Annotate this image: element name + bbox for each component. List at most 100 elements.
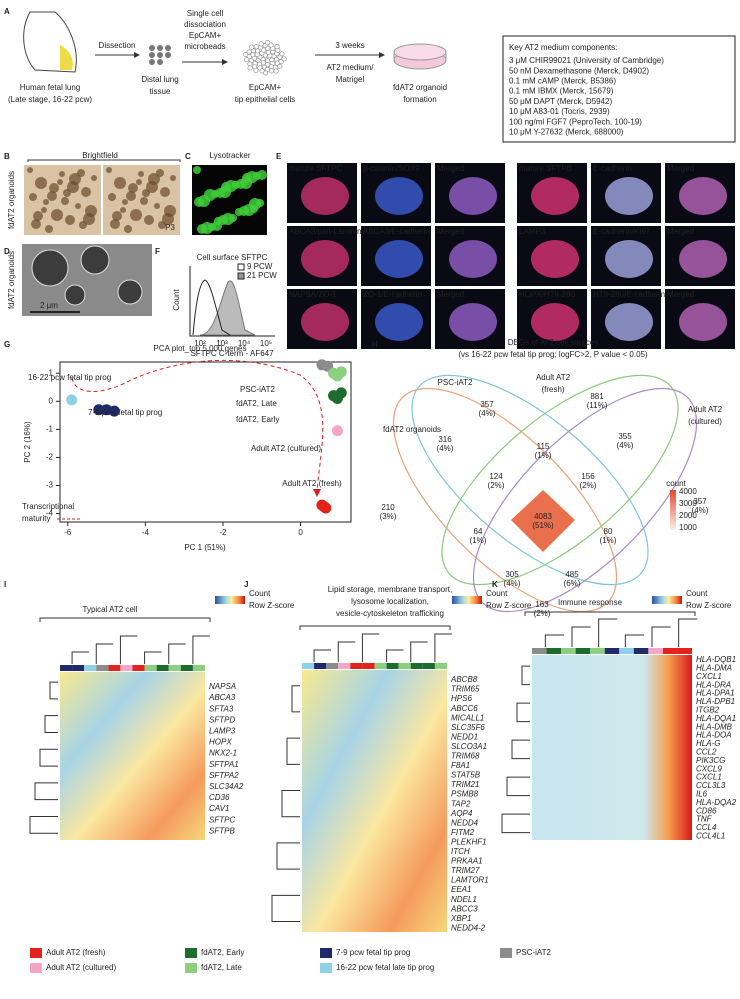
organoid [83,213,95,225]
organoid [29,193,37,201]
organoid [81,187,91,197]
panel-label: G [4,340,10,349]
label: (4%) [479,409,496,418]
lysotracker-blob [240,177,252,189]
sample-group [362,663,375,669]
label: (1%) [600,536,617,545]
dendrogram [119,635,138,664]
label: 10² [194,339,206,348]
label: Merged [667,227,694,236]
bracket [524,611,696,616]
label: SLC35F6 [451,723,485,732]
legend-label: 16-22 pcw fetal late tip prog [336,963,434,972]
label: HLA-DRA [696,680,731,689]
label: 156 [581,472,595,481]
organoid-stain [605,240,653,278]
arrow-head [222,59,228,65]
label: PSMB8 [451,790,479,799]
sample-group [108,665,121,671]
label: SFTPB [209,826,235,835]
label: Row Z-score [249,601,295,610]
label: 2 μm [40,301,58,310]
label: -4 [46,509,54,518]
sample-group [338,663,351,669]
label: ABCA3/pan-Laminin [289,227,361,236]
organoid [108,193,116,201]
label: Distal lung [141,75,178,84]
organoid-stain [531,303,579,341]
organoid-stain [449,303,497,341]
legend-label: 7-9 pcw fetal tip prog [336,948,410,957]
label: Count [172,289,181,311]
label: HTII-280/E-cadherin [593,290,665,299]
label: NDEL1 [451,895,477,904]
label: 3 μM CHIR99021 (University of Cambridge) [509,56,664,65]
label: 10 μM A83-01 (Tocris, 2939) [509,107,610,116]
colorbar [670,490,676,530]
organoid-stain [531,240,579,278]
organoid-stain [679,177,727,215]
organoid-stain [301,240,349,278]
label: CD36 [209,793,230,802]
label: (vs 16-22 pcw fetal tip prog; logFC>2, P… [458,350,648,359]
label: CCL4 [696,823,717,832]
label: Immune response [558,598,623,607]
label: tissue [150,87,171,96]
label: 3 weeks [335,41,364,50]
panel-label: E [276,152,282,161]
organoid [47,191,57,201]
organoid-stain [375,240,423,278]
label: count [666,479,686,488]
organoid-stain [605,303,653,341]
organoid [75,203,81,209]
label: β-catenin/SOX9 [363,164,420,173]
label: 1000 [679,523,697,532]
dendrogram [44,715,58,733]
medium-box [502,35,736,143]
label: fdAT2 organoids [383,425,441,434]
label: HLA-DPA1 [696,689,735,698]
sample-group [180,665,193,671]
dendrogram [624,634,644,647]
label: TRIM65 [451,685,480,694]
organoid [140,197,148,205]
pca-point [108,405,120,417]
dendrogram [144,651,162,664]
sample-group [532,648,547,654]
label: Count [686,589,708,598]
organoid-stain [301,303,349,341]
legend-label: PSC-iAT2 [516,948,552,957]
label: 4083 [534,512,552,521]
label: fdAT2 organoids [7,171,16,229]
label: -2 [219,528,227,537]
label: HLA-DPB1 [696,697,735,706]
dendrogram [506,776,530,797]
plot-frame [59,361,352,523]
label: PIK3CG [696,756,725,765]
cell [244,57,250,63]
dendrogram [49,681,58,700]
pca-point [66,394,78,406]
dendrogram [29,815,58,834]
organoid [65,215,75,225]
maturity-arrow [71,359,324,493]
dendrogram [511,739,530,760]
dendrogram [361,633,380,662]
label: HLA-DMA [696,664,732,673]
label: Human fetal lung [20,83,80,92]
organoid [124,225,132,233]
dendrogram [678,618,698,647]
sample-group [546,648,562,654]
organoid [146,181,158,193]
bracket [39,617,211,622]
label: -1 [46,424,54,433]
label: 305 [505,570,519,579]
dendrogram [651,626,671,647]
panel-label: I [4,580,6,589]
sample-group [561,648,576,654]
label: HOPX [209,738,232,747]
panel-label: B [4,152,10,161]
axes [189,266,275,337]
legend-label: Adult AT2 (cultured) [46,963,116,972]
cell [281,56,287,62]
